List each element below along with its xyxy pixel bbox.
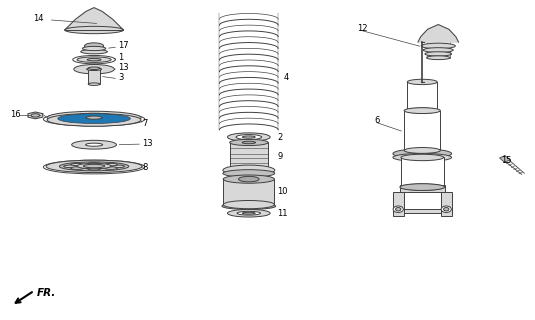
Text: 7: 7 [142, 119, 148, 129]
Bar [404, 111, 440, 150]
Text: 13: 13 [118, 63, 129, 72]
Ellipse shape [441, 206, 452, 212]
Ellipse shape [400, 184, 445, 190]
Ellipse shape [73, 55, 116, 64]
Ellipse shape [88, 163, 101, 165]
Text: 12: 12 [357, 24, 368, 33]
Ellipse shape [407, 79, 437, 84]
Ellipse shape [237, 211, 261, 215]
Ellipse shape [393, 206, 403, 212]
Ellipse shape [242, 212, 255, 214]
Ellipse shape [227, 133, 270, 141]
Text: 1: 1 [118, 52, 124, 61]
Text: 16: 16 [10, 110, 21, 119]
Polygon shape [500, 156, 510, 162]
Ellipse shape [43, 112, 145, 126]
Polygon shape [28, 112, 43, 119]
Ellipse shape [82, 46, 106, 51]
Ellipse shape [81, 50, 108, 54]
Ellipse shape [223, 165, 275, 175]
Text: 15: 15 [501, 156, 511, 165]
Ellipse shape [43, 160, 145, 174]
Ellipse shape [87, 68, 102, 70]
Bar [393, 192, 403, 216]
Text: 17: 17 [118, 41, 129, 51]
Ellipse shape [404, 108, 440, 114]
Text: 4: 4 [284, 73, 289, 82]
Bar [88, 68, 100, 84]
Text: 10: 10 [277, 188, 288, 196]
Ellipse shape [401, 154, 444, 161]
Text: FR.: FR. [37, 288, 56, 298]
Ellipse shape [242, 136, 255, 138]
Ellipse shape [407, 108, 437, 113]
Ellipse shape [421, 43, 455, 49]
Ellipse shape [404, 155, 440, 160]
Bar [441, 192, 452, 216]
Ellipse shape [223, 175, 274, 183]
Ellipse shape [72, 140, 117, 149]
Ellipse shape [65, 26, 124, 34]
Ellipse shape [242, 141, 256, 144]
Ellipse shape [86, 116, 102, 119]
Ellipse shape [223, 170, 275, 177]
Ellipse shape [426, 56, 450, 60]
Bar [401, 157, 444, 187]
Text: 2: 2 [277, 132, 282, 141]
Ellipse shape [423, 48, 453, 52]
Ellipse shape [88, 168, 101, 170]
Ellipse shape [239, 176, 259, 182]
Ellipse shape [77, 57, 111, 62]
Ellipse shape [401, 184, 444, 190]
Text: 8: 8 [142, 163, 148, 172]
Text: 6: 6 [374, 116, 380, 125]
Bar [230, 142, 268, 170]
Ellipse shape [223, 201, 274, 209]
Ellipse shape [222, 203, 276, 209]
Text: 14: 14 [33, 14, 43, 23]
Ellipse shape [77, 163, 111, 169]
Text: 3: 3 [118, 73, 124, 82]
Ellipse shape [393, 154, 452, 161]
Bar [403, 209, 441, 213]
Ellipse shape [404, 148, 440, 153]
Ellipse shape [83, 164, 105, 168]
Ellipse shape [105, 167, 118, 169]
Ellipse shape [227, 209, 270, 217]
Ellipse shape [395, 208, 401, 211]
Bar [223, 179, 274, 204]
Ellipse shape [46, 160, 142, 172]
Ellipse shape [86, 143, 103, 146]
Ellipse shape [31, 114, 40, 117]
Polygon shape [65, 8, 124, 30]
Ellipse shape [74, 65, 114, 74]
Ellipse shape [47, 114, 141, 126]
Ellipse shape [58, 114, 131, 124]
Ellipse shape [64, 165, 77, 168]
Ellipse shape [87, 58, 101, 61]
Ellipse shape [88, 67, 100, 69]
Text: 13: 13 [142, 139, 152, 148]
Ellipse shape [72, 113, 117, 122]
Ellipse shape [236, 134, 262, 140]
Text: 11: 11 [277, 209, 288, 218]
Text: 9: 9 [277, 152, 282, 161]
Ellipse shape [85, 43, 104, 49]
Ellipse shape [105, 164, 118, 166]
Polygon shape [418, 25, 458, 42]
Bar [407, 82, 437, 111]
Ellipse shape [393, 149, 452, 158]
Ellipse shape [88, 83, 100, 85]
Bar [400, 186, 445, 192]
Ellipse shape [230, 140, 268, 146]
Ellipse shape [59, 162, 129, 171]
Ellipse shape [78, 115, 110, 121]
Ellipse shape [71, 164, 83, 166]
Ellipse shape [112, 165, 125, 168]
Ellipse shape [71, 167, 83, 169]
Ellipse shape [425, 52, 452, 56]
Ellipse shape [444, 208, 449, 211]
Ellipse shape [47, 111, 141, 124]
